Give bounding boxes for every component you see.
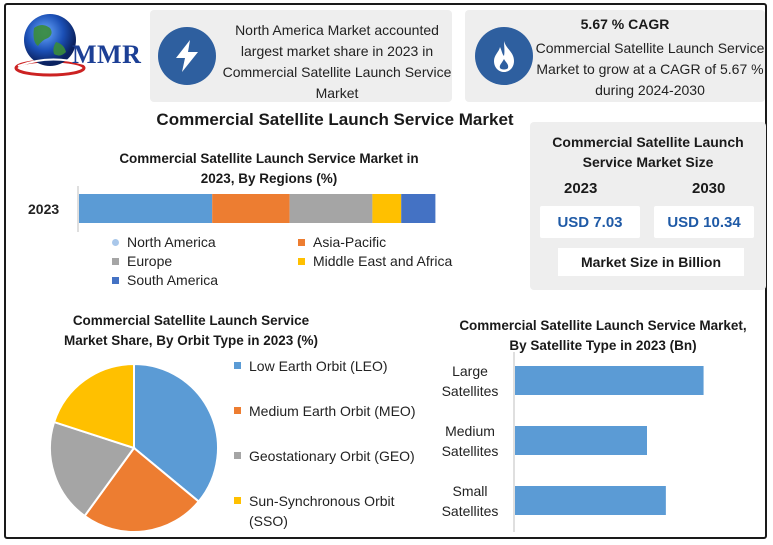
- legend-leo: Low Earth Orbit (LEO): [234, 356, 414, 376]
- legend-europe: Europe: [112, 253, 172, 269]
- pie-slice-3: [52, 362, 135, 450]
- legend-south-america: South America: [112, 272, 218, 288]
- cagr-title: 5.67 % CAGR: [580, 16, 670, 32]
- legend-swatch: [298, 238, 305, 246]
- pie-slice-1: [83, 446, 201, 533]
- logo-text: MMR: [72, 40, 142, 69]
- region-bar-segment-3: [372, 194, 402, 223]
- regions-category-label: 2023: [28, 201, 59, 217]
- category-small: Small Satellites: [441, 483, 499, 519]
- market-size-title: Commercial Satellite Launch Service Mark…: [552, 134, 744, 170]
- region-bar-segment-4: [401, 194, 436, 223]
- regions-chart-title: Commercial Satellite Launch Service Mark…: [119, 151, 419, 186]
- legend-north-america: North America: [112, 234, 216, 250]
- satellite-bar-chart: [513, 352, 704, 532]
- category-medium: Medium Satellites: [441, 423, 499, 459]
- legend-asia-pacific: Asia-Pacific: [298, 234, 386, 250]
- regions-chart: 2023: [28, 186, 436, 232]
- satellite-bar-0: [515, 366, 704, 395]
- region-bar-segment-1: [212, 194, 290, 223]
- legend-swatch: [112, 276, 119, 284]
- legend-swatch: [234, 452, 241, 459]
- year-2030-label: 2030: [692, 180, 726, 197]
- satellite-chart-title: Commercial Satellite Launch Service Mark…: [459, 318, 747, 353]
- legend-swatch: [112, 238, 119, 246]
- legend-swatch: [112, 257, 119, 265]
- legend-swatch: [298, 257, 305, 265]
- market-size-unit: Market Size in Billion: [558, 248, 744, 276]
- info-card-text: North America Market accounted largest m…: [222, 22, 452, 101]
- globe-icon: [14, 14, 86, 77]
- lightning-icon: [158, 27, 216, 85]
- legend-sso: Sun-Synchronous Orbit (SSO): [234, 491, 429, 531]
- pie-slice-2: [49, 420, 136, 518]
- main-title: Commercial Satellite Launch Service Mark…: [156, 110, 514, 129]
- mmr-logo: [12, 10, 152, 80]
- orbit-pie-chart: [49, 362, 219, 533]
- legend-swatch: [234, 362, 241, 369]
- regions-legend: North America Asia-Pacific Europe Middle…: [112, 234, 472, 294]
- legend-geo: Geostationary Orbit (GEO): [234, 446, 429, 466]
- category-large: Large Satellites: [441, 363, 499, 399]
- satellite-bar-1: [515, 426, 647, 455]
- satellite-bar-2: [515, 486, 666, 515]
- legend-swatch: [234, 407, 241, 414]
- value-2023: USD 7.03: [540, 206, 640, 238]
- region-bar-segment-2: [289, 194, 373, 223]
- year-2023-label: 2023: [564, 180, 598, 197]
- legend-swatch: [234, 497, 241, 504]
- legend-meo: Medium Earth Orbit (MEO): [234, 401, 429, 421]
- cagr-text: Commercial Satellite Launch Service Mark…: [535, 40, 765, 98]
- region-bar-segment-0: [79, 194, 213, 223]
- orbit-chart-title: Commercial Satellite Launch Service Mark…: [63, 313, 319, 348]
- value-2030: USD 10.34: [654, 206, 754, 238]
- pie-slice-0: [133, 362, 219, 503]
- legend-mea: Middle East and Africa: [298, 253, 452, 269]
- flame-icon: [475, 27, 533, 85]
